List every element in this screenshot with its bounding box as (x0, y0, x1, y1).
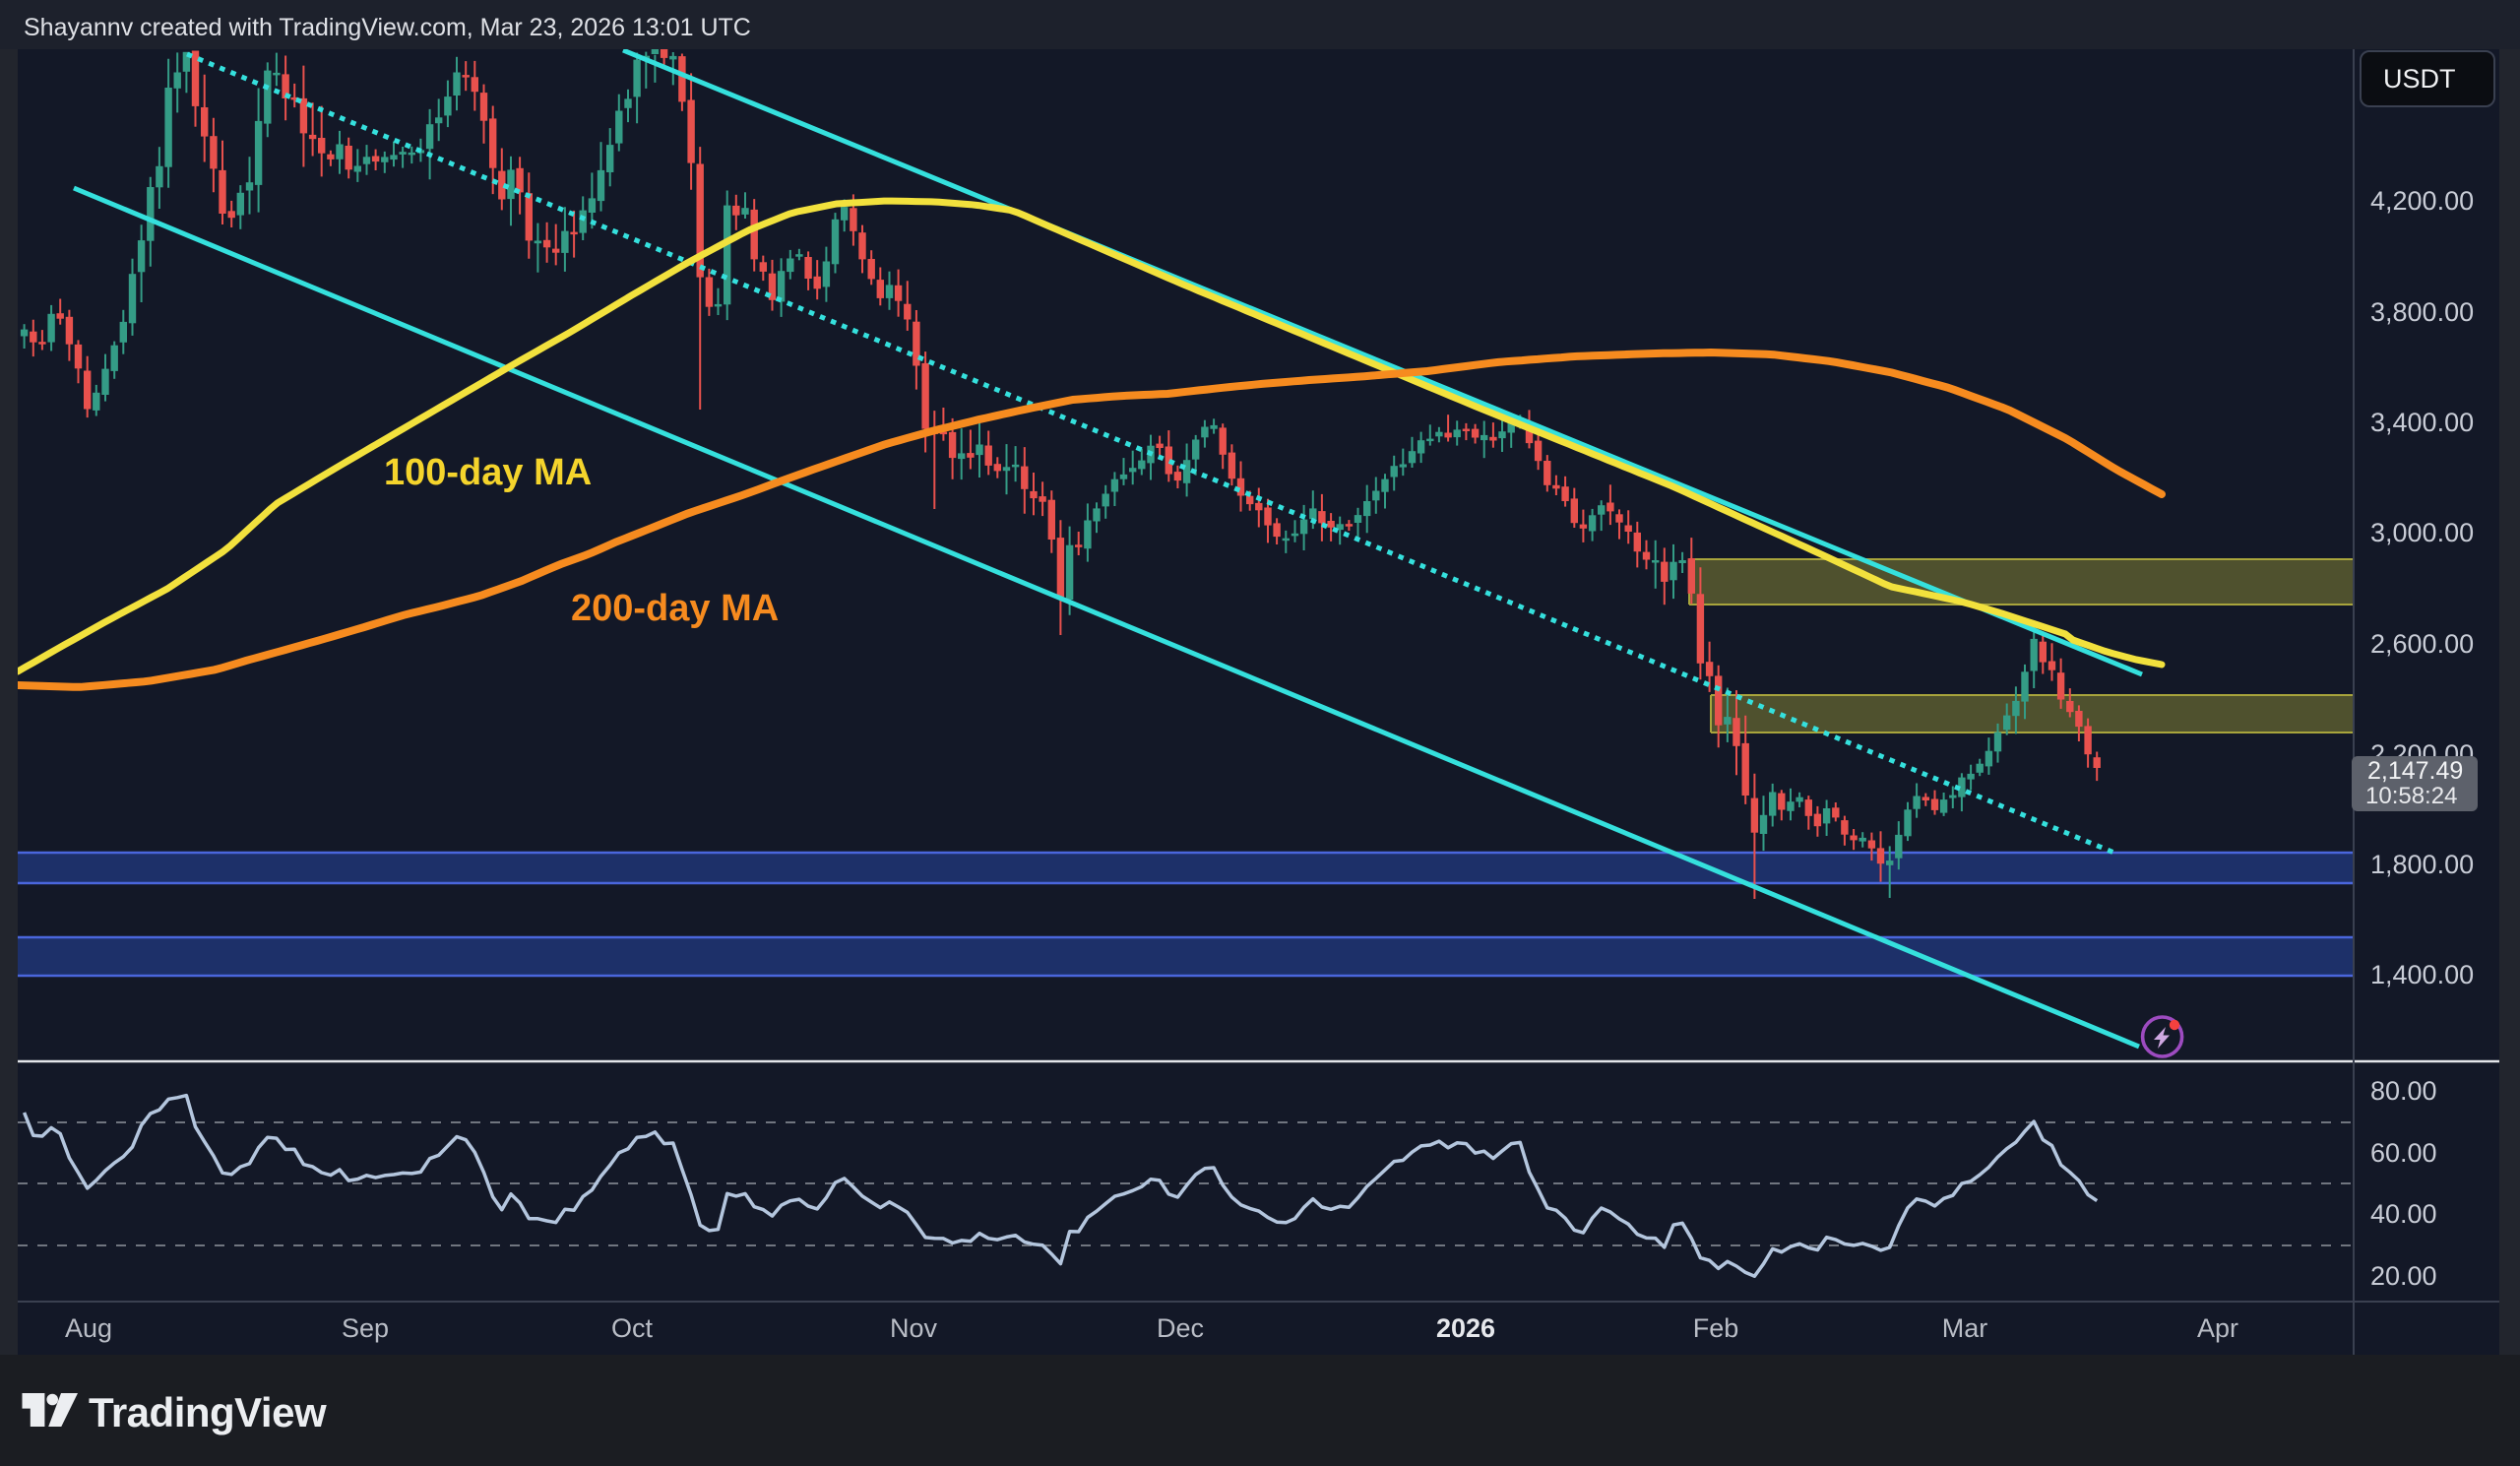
svg-text:10:58:24: 10:58:24 (2365, 783, 2457, 809)
svg-text:4,200.00: 4,200.00 (2370, 186, 2474, 216)
svg-text:1,800.00: 1,800.00 (2370, 850, 2474, 879)
svg-text:Oct: Oct (611, 1313, 654, 1343)
svg-text:USDT: USDT (2383, 64, 2456, 94)
svg-text:2,147.49: 2,147.49 (2367, 757, 2463, 785)
svg-text:100-day MA: 100-day MA (384, 452, 592, 493)
svg-text:60.00: 60.00 (2370, 1138, 2437, 1168)
svg-text:TradingView: TradingView (89, 1389, 327, 1435)
svg-text:3,800.00: 3,800.00 (2370, 297, 2474, 327)
svg-text:Shayannv created with TradingV: Shayannv created with TradingView.com, M… (24, 14, 751, 41)
svg-text:2,600.00: 2,600.00 (2370, 629, 2474, 659)
svg-text:2026: 2026 (1436, 1313, 1495, 1343)
svg-text:Aug: Aug (65, 1313, 112, 1343)
svg-text:Dec: Dec (1157, 1313, 1204, 1343)
svg-text:200-day MA: 200-day MA (571, 588, 779, 629)
svg-text:40.00: 40.00 (2370, 1199, 2437, 1229)
svg-text:3,000.00: 3,000.00 (2370, 518, 2474, 547)
svg-text:1,400.00: 1,400.00 (2370, 960, 2474, 989)
svg-text:20.00: 20.00 (2370, 1261, 2437, 1291)
svg-text:Nov: Nov (890, 1313, 938, 1343)
svg-text:Sep: Sep (342, 1313, 389, 1343)
svg-text:80.00: 80.00 (2370, 1076, 2437, 1106)
svg-text:3,400.00: 3,400.00 (2370, 408, 2474, 437)
svg-text:Mar: Mar (1942, 1313, 1988, 1343)
svg-text:Feb: Feb (1693, 1313, 1739, 1343)
svg-text:Apr: Apr (2197, 1313, 2238, 1343)
